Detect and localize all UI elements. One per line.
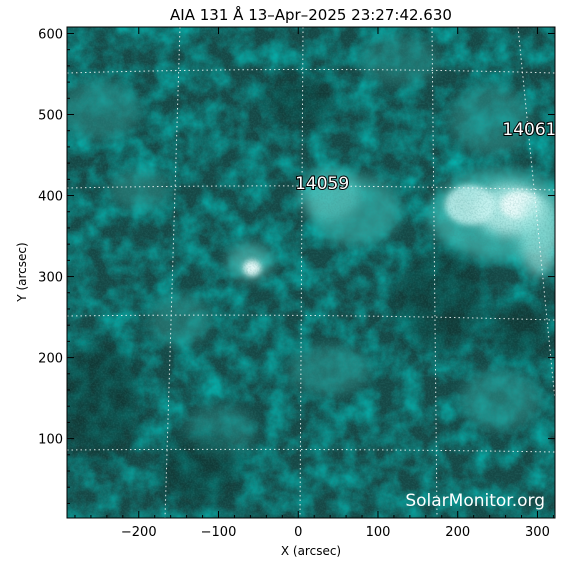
solar-image: 14059 14061 [67, 27, 556, 518]
x-tick-label: 200 [445, 525, 470, 540]
y-tick-label: 100 [38, 433, 63, 448]
y-axis-ticks: 100 200 300 400 500 600 [38, 27, 555, 504]
active-region-label: 14059 [295, 174, 349, 194]
plot-frame [66, 26, 556, 519]
grid-line [67, 69, 555, 74]
watermark: SolarMonitor.org [405, 491, 545, 511]
y-tick-label: 300 [38, 271, 63, 286]
x-axis-label: X (arcsec) [281, 544, 341, 558]
figure-title: AIA 131 Å 13–Apr–2025 23:27:42.630 [170, 5, 452, 24]
y-tick-label: 500 [38, 109, 63, 124]
y-axis-label: Y (arcsec) [15, 242, 29, 302]
grid-line [67, 314, 555, 321]
x-tick-label: 100 [366, 525, 391, 540]
grid-line [431, 27, 438, 518]
y-tick-label: 200 [38, 352, 63, 367]
x-tick-label: −100 [201, 525, 237, 540]
grid-line [67, 448, 555, 453]
grid-line [299, 27, 304, 518]
image-grain [67, 27, 555, 518]
active-region-label: 14061 [502, 120, 556, 140]
x-tick-label: 0 [294, 525, 302, 540]
active-region-labels: 14059 14061 [294, 119, 556, 195]
grid-line [67, 185, 555, 191]
x-tick-label: −200 [121, 525, 157, 540]
grid-line [164, 27, 181, 518]
y-tick-label: 600 [38, 27, 63, 42]
coordinate-grid [67, 27, 555, 518]
y-tick-label: 400 [38, 190, 63, 205]
x-tick-label: 300 [525, 525, 550, 540]
x-axis-ticks: −200 −100 0 100 200 300 [74, 27, 554, 540]
